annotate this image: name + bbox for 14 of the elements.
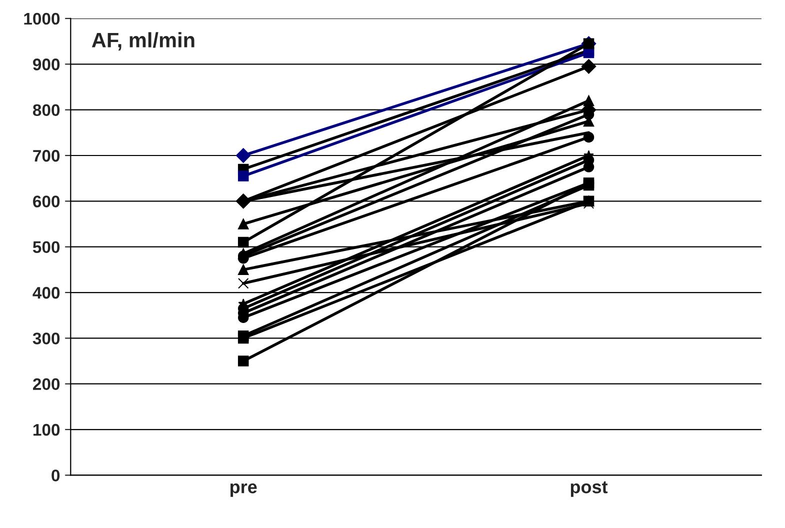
y-tick-label: 500 [32, 241, 60, 254]
y-tick-label: 400 [32, 286, 60, 299]
y-tick-label: 700 [33, 150, 60, 162]
y-tick-label: 800 [32, 104, 60, 116]
y-tick-label: 200 [33, 378, 60, 390]
x-tick-label: post [570, 481, 608, 497]
y-tick-label: 600 [33, 196, 60, 208]
y-tick-label: 100 [33, 424, 60, 436]
y-tick-label: 0 [52, 470, 60, 482]
y-tick-label: 300 [32, 332, 60, 344]
y-tick-label: 900 [33, 58, 60, 70]
y-tick-label: 1000 [24, 12, 60, 25]
annotation: AF, ml/min [92, 32, 194, 51]
x-tick-label: pre [230, 483, 257, 497]
